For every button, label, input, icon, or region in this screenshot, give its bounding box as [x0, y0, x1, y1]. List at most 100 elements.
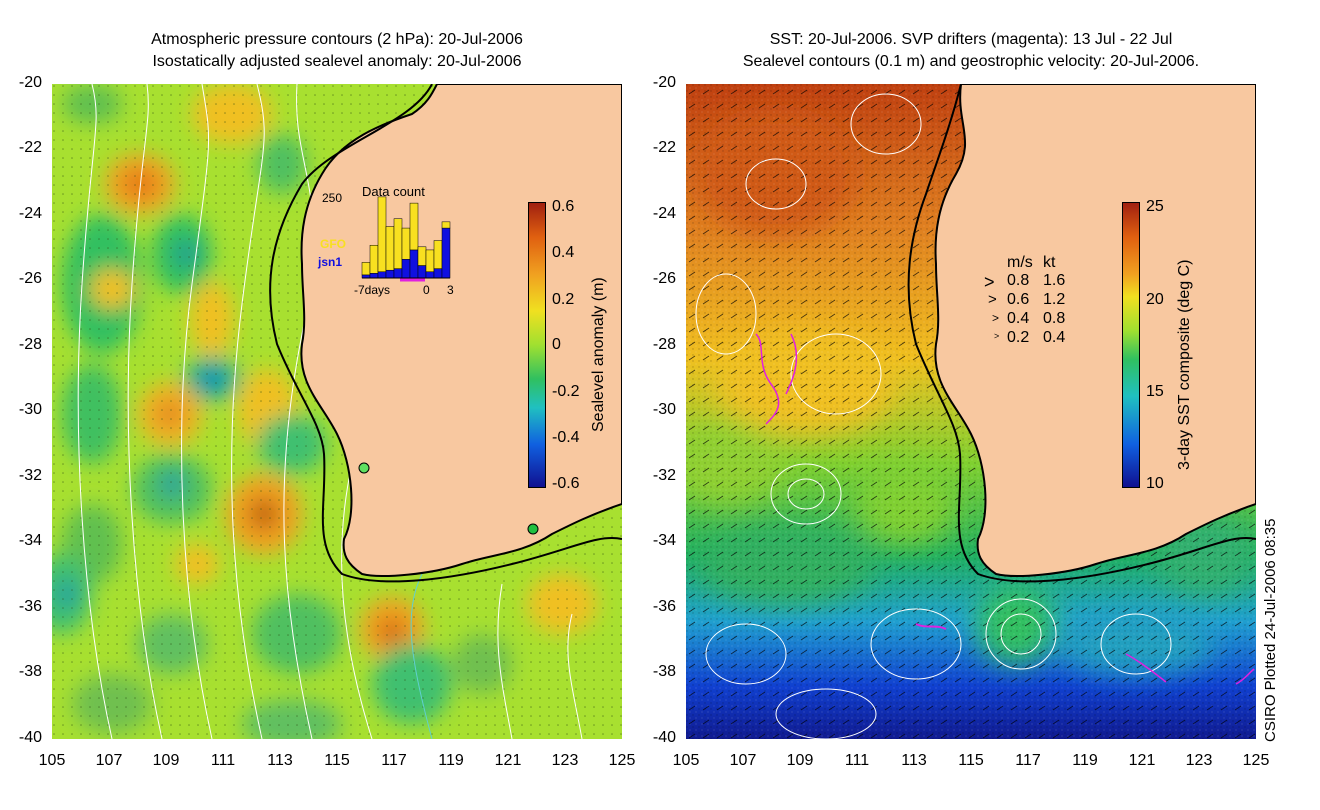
- histogram-bar-gfo: [385, 226, 395, 271]
- histogram-x-label: 0: [423, 283, 430, 297]
- histogram-bar-jsn1: [441, 227, 451, 279]
- y-tick-label: -36: [652, 598, 676, 615]
- legend-speed-kt: 0.4: [1043, 329, 1066, 346]
- y-tick-label: -36: [18, 598, 42, 615]
- x-tick-label: 123: [1185, 752, 1213, 769]
- histogram-bar-gfo: [377, 196, 387, 273]
- y-tick-label: -40: [18, 729, 42, 746]
- y-tick-label: -28: [18, 336, 42, 353]
- histogram-bar-gfo: [361, 262, 371, 276]
- sealevel-contour: [1100, 613, 1172, 675]
- y-tick-label: -34: [18, 532, 42, 549]
- right-map: [686, 84, 1256, 739]
- y-tick-label: -24: [652, 205, 676, 222]
- svp-drifter-track: [1125, 653, 1167, 683]
- histogram-x-label: 3: [447, 283, 454, 297]
- legend-speed-ms: 0.6: [1007, 291, 1030, 308]
- histogram-bar-jsn1: [425, 271, 435, 279]
- sealevel-contour: [705, 623, 787, 685]
- histogram-bar-jsn1: [409, 249, 419, 279]
- tide-gauge-marker: [527, 523, 539, 535]
- histogram-title: Data count: [362, 184, 425, 199]
- histogram-bars: [361, 196, 451, 279]
- x-tick-label: 119: [1072, 752, 1098, 769]
- y-tick-label: -26: [652, 270, 676, 287]
- pressure-contour: [497, 583, 513, 739]
- y-tick-label: -30: [18, 401, 42, 418]
- sealevel-contour: [985, 598, 1057, 670]
- histogram-bar-jsn1: [401, 259, 411, 279]
- histogram-bar-jsn1: [433, 268, 443, 279]
- y-tick-label: -38: [652, 663, 676, 680]
- colorbar-tick: -0.6: [552, 475, 580, 492]
- tide-gauge-marker: [358, 462, 370, 474]
- histogram-bar-jsn1: [393, 268, 403, 279]
- pressure-contour: [410, 573, 433, 739]
- colorbar-tick: 10: [1146, 475, 1164, 492]
- y-tick-label: -26: [18, 270, 42, 287]
- legend-arrow-icon: >: [994, 331, 1000, 341]
- y-tick-label: -32: [652, 467, 676, 484]
- histogram-bar-jsn1: [385, 269, 395, 279]
- colorbar-tick: 25: [1146, 198, 1164, 215]
- y-tick-label: -22: [652, 139, 676, 156]
- right-title-line2: Sealevel contours (0.1 m) and geostrophi…: [742, 53, 1200, 70]
- sealevel-contour: [1000, 613, 1042, 655]
- x-tick-label: 107: [95, 752, 123, 769]
- pressure-contour: [127, 84, 163, 739]
- svp-drifter-track: [785, 333, 798, 395]
- x-tick-label: 113: [267, 752, 293, 769]
- y-tick-label: -28: [652, 336, 676, 353]
- histogram-bar-gfo: [425, 249, 435, 273]
- legend-speed-ms: 0.4: [1007, 310, 1030, 327]
- pressure-contour: [231, 84, 265, 739]
- y-tick-label: -38: [18, 663, 42, 680]
- x-tick-label: 109: [786, 752, 814, 769]
- histogram-x-label: -7days: [354, 283, 390, 297]
- svp-drifter-track: [1235, 668, 1255, 685]
- colorbar-tick: 0: [552, 336, 561, 353]
- legend-arrow-icon: >: [992, 311, 1000, 325]
- sealevel-contour: [775, 688, 877, 739]
- sst-colorbar: [1122, 202, 1140, 488]
- legend-header-ms: m/s: [1007, 254, 1033, 271]
- x-tick-label: 113: [901, 752, 927, 769]
- histogram-bar-jsn1: [377, 271, 387, 279]
- x-tick-label: 111: [210, 752, 236, 769]
- svp-drifter-track: [755, 333, 780, 425]
- sealevel-colorbar: [528, 202, 546, 488]
- x-tick-label: 125: [608, 752, 636, 769]
- histogram-bar-gfo: [441, 221, 451, 229]
- x-tick-label: 121: [494, 752, 522, 769]
- y-tick-label: -32: [18, 467, 42, 484]
- colorbar-tick: -0.2: [552, 383, 580, 400]
- legend-speed-ms: 0.8: [1007, 272, 1030, 289]
- legend-arrow-icon: >: [984, 272, 995, 292]
- x-tick-label: 117: [381, 752, 407, 769]
- colorbar-tick: 0.2: [552, 291, 575, 308]
- histogram-bar-gfo: [433, 240, 443, 269]
- legend-jsn1: jsn1: [317, 255, 342, 269]
- sealevel-contour: [695, 273, 757, 355]
- colorbar-tick: 0.4: [552, 244, 575, 261]
- colorbar-label: Sealevel anomaly (m): [590, 277, 607, 432]
- x-tick-label: 111: [844, 752, 870, 769]
- x-tick-label: 107: [729, 752, 757, 769]
- y-tick-label: -30: [652, 401, 676, 418]
- x-tick-label: 115: [958, 752, 984, 769]
- x-tick-label: 125: [1242, 752, 1270, 769]
- x-tick-label: 105: [672, 752, 700, 769]
- histogram-bar-jsn1: [417, 265, 427, 279]
- pressure-contour: [283, 84, 314, 739]
- legend-speed-ms: 0.2: [1007, 329, 1030, 346]
- x-tick-label: 115: [324, 752, 350, 769]
- legend-header-kt: kt: [1043, 254, 1056, 271]
- legend-arrow-icon: >: [988, 291, 997, 308]
- y-tick-label: -40: [652, 729, 676, 746]
- legend-speed-kt: 1.6: [1043, 272, 1066, 289]
- colorbar-label: 3-day SST composite (deg C): [1176, 259, 1193, 470]
- histogram-bar-gfo: [401, 227, 411, 260]
- sealevel-contour: [850, 93, 922, 155]
- legend-gfo: GFO: [320, 237, 346, 251]
- sealevel-contour: [745, 158, 807, 210]
